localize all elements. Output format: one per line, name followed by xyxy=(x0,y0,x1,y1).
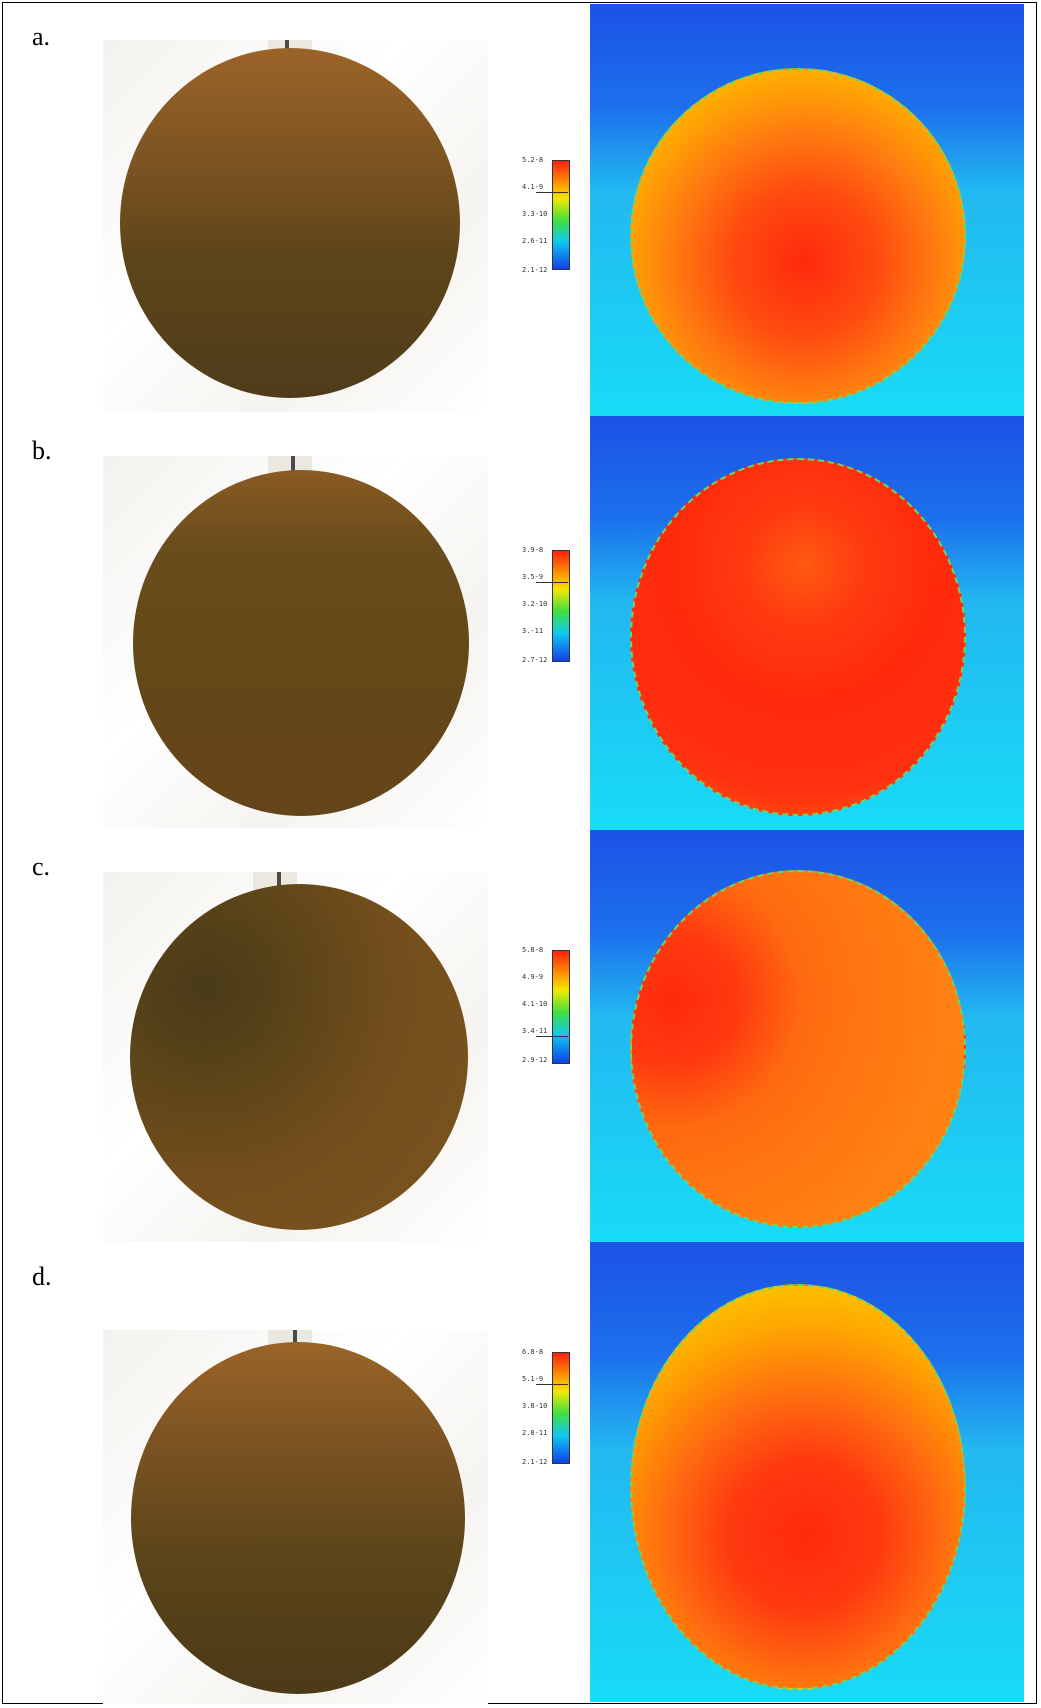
panel-d: d. 6.8-8 5.1-9 3.8-10 2.8-11 2.1-12 xyxy=(0,1242,1035,1704)
panel-label: c. xyxy=(32,852,51,881)
simulation-map xyxy=(590,830,1024,1244)
wafer-disk xyxy=(130,884,468,1230)
wafer-photo xyxy=(103,40,488,412)
simulation-map xyxy=(590,4,1024,418)
panel-a: a. 5.2-8 4.1-9 3.3-10 2.6-11 2.1-12 xyxy=(0,4,1035,418)
simulation-map xyxy=(590,1242,1024,1702)
panel-label: d. xyxy=(32,1262,52,1291)
wafer-disk xyxy=(131,1342,465,1694)
wafer-disk xyxy=(120,48,460,398)
panel-label: a. xyxy=(32,22,51,51)
panel-c: c. 5.8-8 4.9-9 4.1-10 3.4-11 2.9-12 xyxy=(0,830,1035,1244)
wafer-photo xyxy=(103,872,488,1242)
simulation-wafer xyxy=(630,870,966,1228)
simulation-wafer xyxy=(630,458,966,816)
color-legend xyxy=(552,550,570,662)
panel-label: b. xyxy=(32,436,52,465)
wafer-photo xyxy=(103,1330,488,1704)
wafer-photo xyxy=(103,456,488,828)
panel-b: b. 3.9-8 3.5-9 3.2-10 3.-11 2.7-12 xyxy=(0,416,1035,830)
color-legend xyxy=(552,1352,570,1464)
simulation-wafer xyxy=(630,1284,966,1690)
simulation-wafer xyxy=(630,68,966,404)
color-legend xyxy=(552,160,570,270)
wafer-disk xyxy=(133,470,469,816)
simulation-map xyxy=(590,416,1024,830)
color-legend xyxy=(552,950,570,1064)
